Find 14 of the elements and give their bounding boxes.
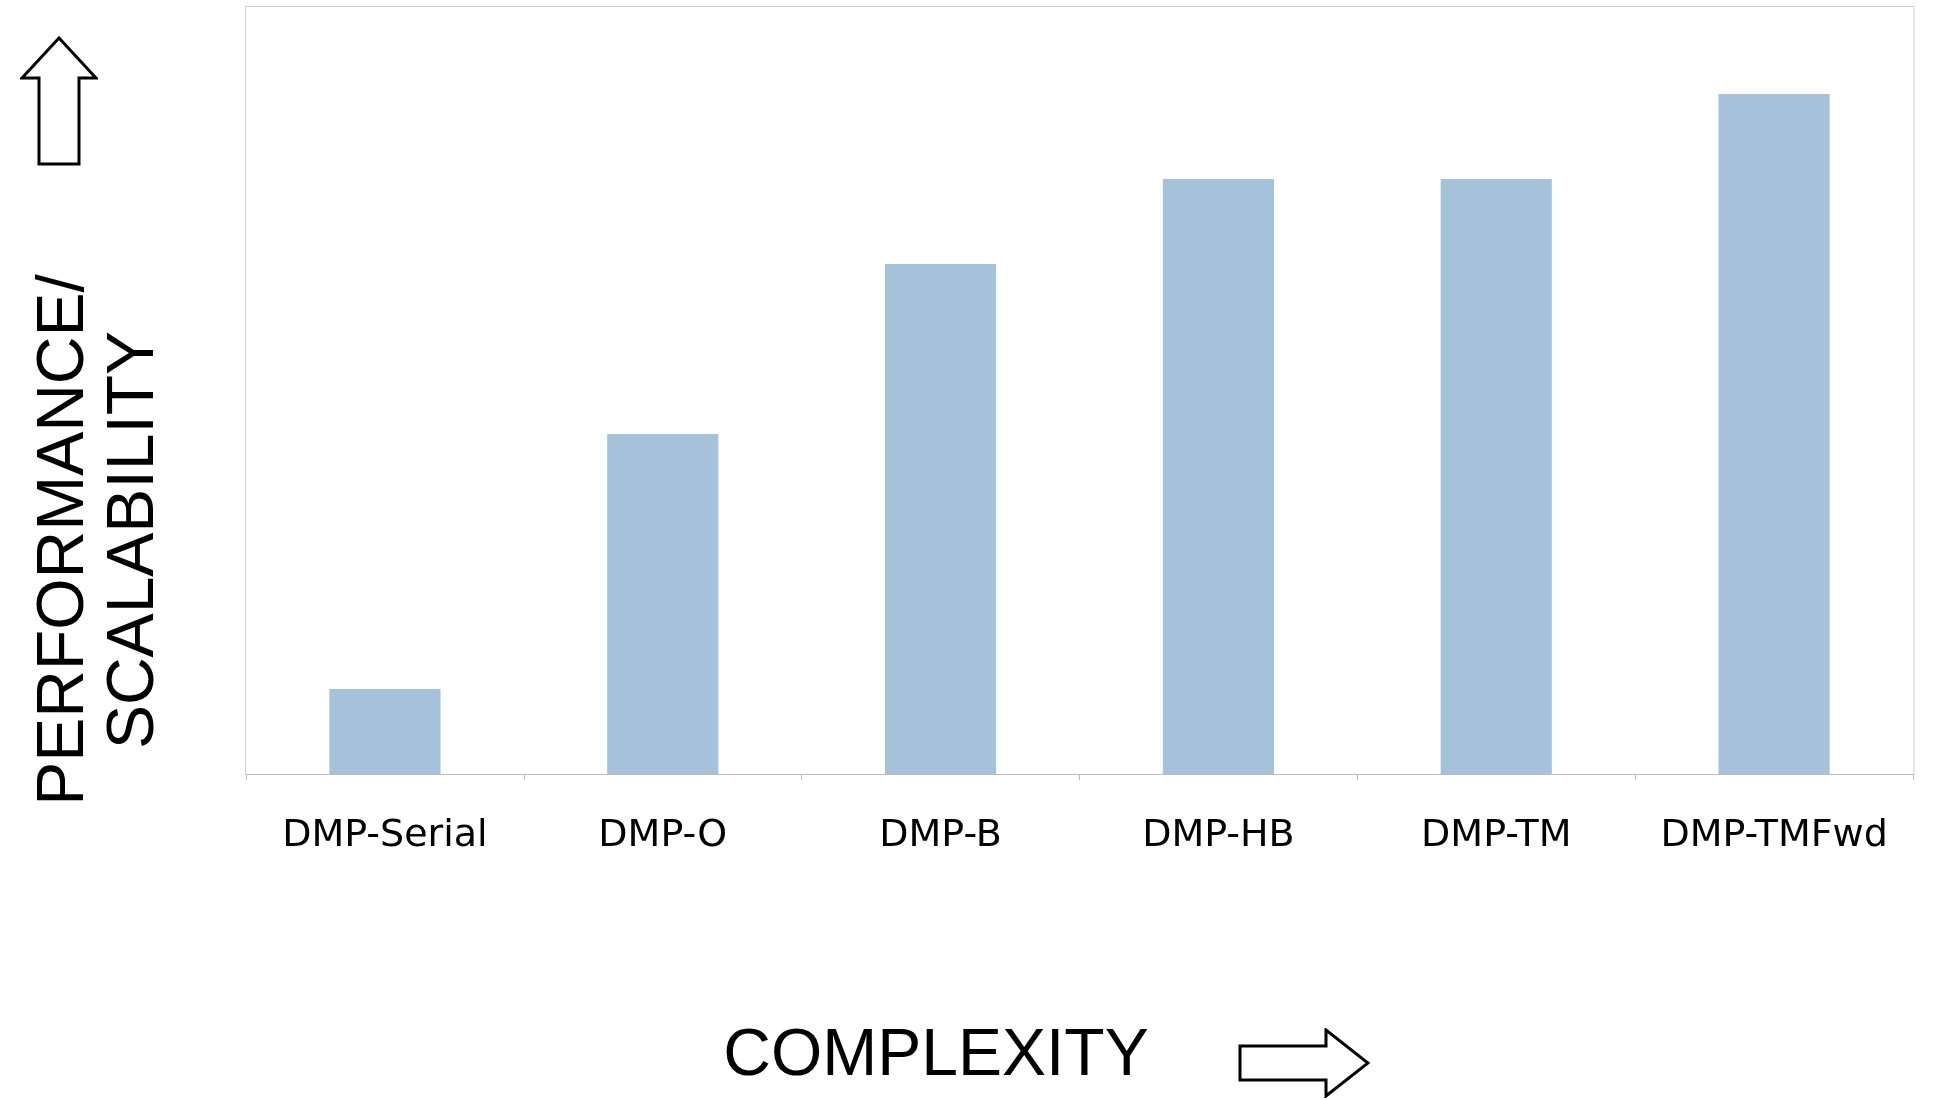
bar xyxy=(1718,94,1830,774)
bar xyxy=(1162,179,1274,774)
bar xyxy=(885,264,997,774)
x-tick-label: DMP-HB xyxy=(1142,811,1295,855)
bar xyxy=(607,434,719,774)
x-axis-title: COMPLEXITY xyxy=(723,1015,1149,1089)
x-tick-label: DMP-B xyxy=(879,811,1002,855)
x-tick-label: DMP-Serial xyxy=(282,811,488,855)
x-tick-label: DMP-O xyxy=(598,811,728,855)
bar xyxy=(329,689,441,774)
bar xyxy=(1440,179,1552,774)
x-tick-label: DMP-TMFwd xyxy=(1660,811,1888,855)
y-axis-title: PERFORMANCE/ SCALABILITY xyxy=(23,273,167,806)
x-tick-label: DMP-TM xyxy=(1421,811,1572,855)
